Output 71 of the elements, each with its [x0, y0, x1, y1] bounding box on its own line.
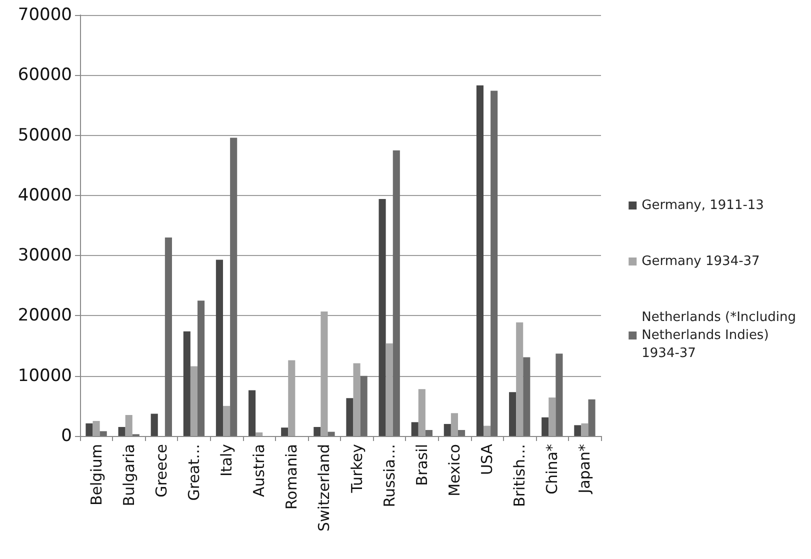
y-tick-label: 50000 [18, 125, 72, 146]
x-tick-label: Italy [218, 444, 236, 477]
bar [476, 85, 484, 436]
bar [230, 138, 238, 436]
bar [248, 390, 256, 436]
x-tick-label: Switzerland [315, 444, 334, 532]
legend-label: Germany 1934-37 [642, 254, 760, 269]
bar [314, 426, 321, 436]
x-tick-label: Brasil [412, 444, 431, 486]
bar [183, 331, 190, 436]
x-tick-label: Great… [184, 444, 203, 501]
x-tick-label: Romania [282, 444, 301, 510]
y-tick-label: 40000 [18, 185, 72, 206]
bar [216, 260, 224, 436]
bar [523, 357, 530, 436]
x-tick-label: Russia… [380, 444, 398, 508]
bar [490, 90, 498, 436]
bar [542, 417, 549, 436]
bar [418, 389, 426, 436]
x-tick-label: Belgium [87, 444, 106, 506]
bar [392, 150, 400, 436]
bar [574, 425, 582, 436]
bar [360, 376, 368, 436]
x-tick-label: Turkey [348, 444, 366, 494]
bar [516, 322, 524, 436]
legend-label: Netherlands (*Including Netherlands Indies) 1934-37 [642, 310, 796, 361]
x-tick-label: Japan* [576, 444, 594, 494]
bar [288, 360, 296, 436]
bar [118, 426, 126, 436]
bar [411, 422, 418, 436]
bar [150, 414, 158, 436]
bar [100, 431, 107, 436]
bar [588, 399, 596, 436]
bar [509, 392, 516, 436]
legend-label: Germany, 1911-13 [642, 198, 764, 213]
bar [581, 423, 588, 436]
y-tick-label: 10000 [18, 366, 72, 386]
bar [548, 398, 556, 436]
bar [484, 426, 491, 436]
bar [190, 366, 198, 436]
bar [346, 398, 354, 436]
bar [444, 424, 451, 436]
bar [353, 363, 360, 436]
y-tick-label: 30000 [18, 246, 72, 266]
bar [425, 430, 432, 436]
bar [320, 312, 328, 436]
bar [281, 428, 288, 436]
bar [256, 432, 263, 436]
x-tick-label: Bulgaria [120, 444, 138, 506]
x-tick-label: Austria [250, 444, 268, 497]
y-tick-label: 20000 [18, 306, 72, 326]
x-tick-label: Mexico [445, 444, 464, 496]
x-tick-label: Greece [152, 444, 170, 498]
y-tick-label: 60000 [18, 65, 72, 86]
bar [556, 354, 563, 436]
bar [450, 413, 458, 436]
bar [86, 423, 93, 436]
x-tick-label: USA [478, 443, 496, 476]
bar [378, 199, 386, 436]
y-tick-label: 0 [61, 426, 72, 446]
bar [197, 300, 205, 436]
x-tick-label: China* [543, 444, 562, 494]
bar [458, 430, 466, 436]
bar [386, 343, 393, 436]
bar [164, 238, 172, 436]
bar [92, 420, 100, 436]
y-tick-label: 70000 [18, 5, 72, 25]
bar [328, 432, 335, 436]
bar [223, 406, 230, 436]
x-tick-label: British… [510, 444, 529, 507]
bar [125, 414, 132, 436]
